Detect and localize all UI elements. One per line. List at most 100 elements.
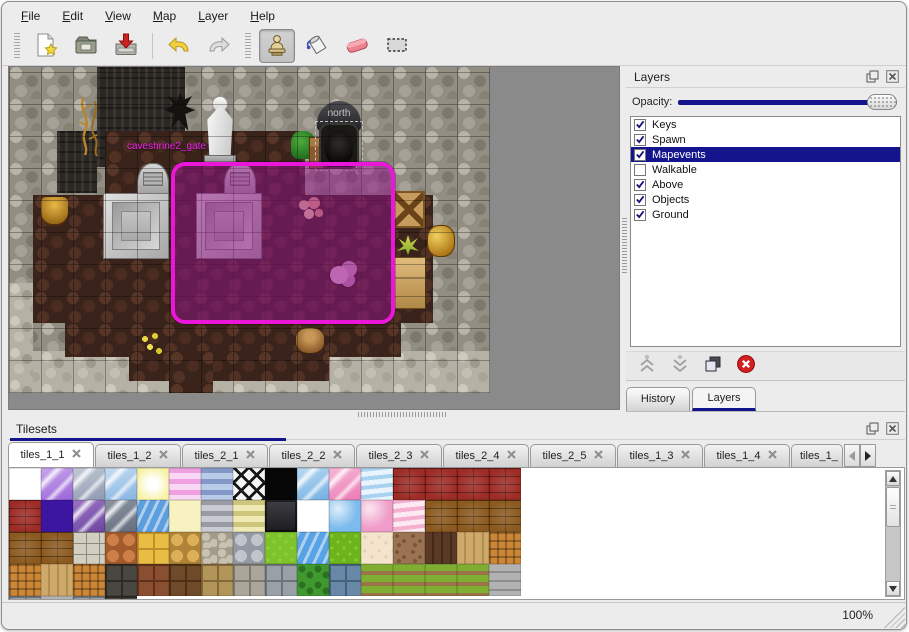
tileset-tile-r2c1-cobble[interactable]: [105, 532, 137, 564]
layer-checkbox[interactable]: [634, 178, 646, 191]
scrollbar-thumb[interactable]: [886, 487, 900, 527]
tileset-tile-r2c14-weave[interactable]: [9, 564, 41, 596]
tileset-tile-r3c14-planksh[interactable]: [41, 596, 73, 599]
tileset-tile-r2c10-dirtdots[interactable]: [393, 532, 425, 564]
tileset-tab-tiles_1_3[interactable]: tiles_1_3: [617, 444, 703, 467]
tileset-tile-r0c8-solid[interactable]: [265, 468, 297, 500]
tileset-tile-r3c4-stonewall[interactable]: [233, 564, 265, 596]
tileset-tile-r1c14-brick[interactable]: [489, 500, 521, 532]
tileset-tab-tiles_2_4[interactable]: tiles_2_4: [443, 444, 529, 467]
tileset-tile-r0c2-glass[interactable]: [73, 468, 105, 500]
tileset-tile-r2c15-planksv[interactable]: [41, 564, 73, 596]
layer-row-objects[interactable]: Objects: [631, 192, 900, 207]
tileset-tile-r1c9-tile[interactable]: [329, 500, 361, 532]
lower-layer-button[interactable]: [668, 354, 692, 378]
raise-layer-button[interactable]: [635, 354, 659, 378]
tileset-tile-r0c13-brick[interactable]: [425, 468, 457, 500]
tab-close-icon[interactable]: [332, 449, 343, 463]
layer-checkbox[interactable]: [634, 118, 646, 131]
menu-file[interactable]: File: [21, 9, 41, 23]
tab-close-icon[interactable]: [158, 449, 169, 463]
tab-scroll-right-icon[interactable]: [860, 444, 876, 467]
tileset-tile-r3c9-grassrow[interactable]: [393, 564, 425, 596]
close-dock-icon[interactable]: [885, 70, 900, 84]
new-file-button[interactable]: [28, 29, 64, 63]
toolbar-grip[interactable]: [245, 33, 251, 59]
tileset-tile-r2c12-planksv[interactable]: [457, 532, 489, 564]
open-file-button[interactable]: [68, 29, 104, 63]
save-file-button[interactable]: [108, 29, 144, 63]
tileset-tile-r0c5-hstripes[interactable]: [169, 468, 201, 500]
layer-row-mapevents[interactable]: Mapevents: [631, 147, 900, 162]
tileset-tile-r3c15-stonewall[interactable]: [73, 596, 105, 599]
tileset-tile-r3c10-grassrow[interactable]: [425, 564, 457, 596]
close-dock-icon[interactable]: [885, 422, 900, 436]
tileset-tile-r3c2-stonewall[interactable]: [169, 564, 201, 596]
tileset-tile-r1c15-brick[interactable]: [9, 532, 41, 564]
tab-layers[interactable]: Layers: [692, 387, 756, 411]
tileset-tile-r1c7-sign[interactable]: [265, 500, 297, 532]
opacity-slider-track[interactable]: [678, 100, 897, 105]
tileset-tile-r1c6-hstripes[interactable]: [233, 500, 265, 532]
layer-checkbox[interactable]: [634, 133, 646, 146]
tileset-tile-r3c6-hedge[interactable]: [297, 564, 329, 596]
tileset-tile-r0c7-lattice[interactable]: [233, 468, 265, 500]
tileset-tab-tiles_2_3[interactable]: tiles_2_3: [356, 444, 442, 467]
layer-row-walkable[interactable]: Walkable: [631, 162, 900, 177]
tileset-tile-r1c1-glass[interactable]: [73, 500, 105, 532]
tileset-tile-r3c13-stonewall[interactable]: [9, 596, 41, 599]
tileset-tile-r1c0-solid[interactable]: [41, 500, 73, 532]
eraser-tool-button[interactable]: [339, 29, 375, 63]
layer-row-keys[interactable]: Keys: [631, 117, 900, 132]
opacity-slider-handle[interactable]: [867, 94, 897, 110]
tileset-tile-r2c11-planksv[interactable]: [425, 532, 457, 564]
tileset-tile-r1c16-brick[interactable]: [41, 532, 73, 564]
tileset-tile-r2c2-bigtile[interactable]: [137, 532, 169, 564]
tileset-tab-tiles_1_1[interactable]: tiles_1_1: [8, 442, 94, 467]
window-resize-grip[interactable]: [881, 604, 905, 628]
tileset-tile-r0c1-glass[interactable]: [41, 468, 73, 500]
map-canvas[interactable]: north caveshrine2_gate: [9, 67, 490, 393]
tileset-tile-r3c8-grassrow[interactable]: [361, 564, 393, 596]
fill-tool-button[interactable]: [299, 29, 335, 63]
tileset-tile-r0c14-brick[interactable]: [457, 468, 489, 500]
tileset-tile-r1c10-tile[interactable]: [361, 500, 393, 532]
undo-button[interactable]: [161, 29, 197, 63]
tab-scroll-left-icon[interactable]: [844, 444, 860, 467]
float-dock-icon[interactable]: [865, 70, 880, 84]
tab-close-icon[interactable]: [419, 449, 430, 463]
delete-layer-button[interactable]: [734, 354, 758, 378]
layer-checkbox[interactable]: [634, 148, 646, 161]
tileset-tile-r3c1-stonewall[interactable]: [137, 564, 169, 596]
tileset-tab-tiles_1_4[interactable]: tiles_1_4: [704, 444, 790, 467]
tileset-tile-r1c3-water[interactable]: [137, 500, 169, 532]
tileset-tile-r3c11-grassrow[interactable]: [457, 564, 489, 596]
layer-checkbox[interactable]: [634, 163, 646, 176]
redo-button[interactable]: [201, 29, 237, 63]
horizontal-splitter[interactable]: [358, 412, 448, 417]
tileset-tile-r1c5-hstripes[interactable]: [201, 500, 233, 532]
tileset-tile-r0c6-hstripes[interactable]: [201, 468, 233, 500]
scroll-up-icon[interactable]: [886, 471, 900, 486]
opacity-slider[interactable]: [678, 93, 897, 111]
tileset-tile-r3c0-stonewall[interactable]: [105, 564, 137, 596]
tileset-tab-tiles_1_2[interactable]: tiles_1_2: [95, 444, 181, 467]
tileset-tile-r0c15-brick[interactable]: [489, 468, 521, 500]
menu-view[interactable]: View: [105, 9, 131, 23]
float-dock-icon[interactable]: [865, 422, 880, 436]
toolbar-grip[interactable]: [14, 33, 20, 59]
vertical-splitter[interactable]: [622, 218, 627, 274]
tileset-tile-r0c9-glass[interactable]: [297, 468, 329, 500]
duplicate-layer-button[interactable]: [701, 354, 725, 378]
tab-close-icon[interactable]: [245, 449, 256, 463]
tileset-tile-r3c16-stonewall[interactable]: [105, 596, 137, 599]
select-tool-button[interactable]: [379, 29, 415, 63]
tileset-tile-r0c16-brick[interactable]: [9, 500, 41, 532]
tileset-tile-r1c12-brick[interactable]: [425, 500, 457, 532]
menu-layer[interactable]: Layer: [198, 9, 229, 23]
tileset-tile-r2c13-weave[interactable]: [489, 532, 521, 564]
tileset-tile-r2c0-flagstone[interactable]: [73, 532, 105, 564]
tab-close-icon[interactable]: [767, 449, 778, 463]
layer-checkbox[interactable]: [634, 208, 646, 221]
tileset-tab-tiles_2_1[interactable]: tiles_2_1: [182, 444, 268, 467]
